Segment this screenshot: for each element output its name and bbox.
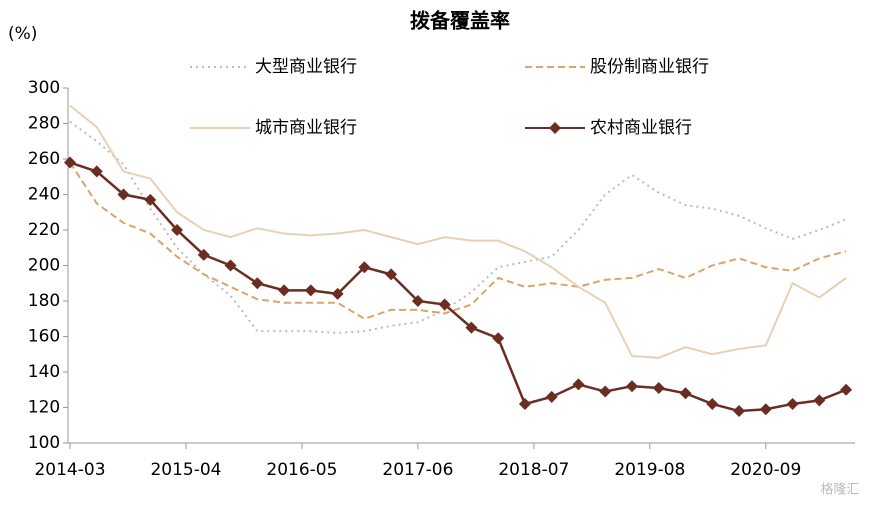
y-tick-label: 240: [28, 185, 60, 205]
data-point: [278, 284, 291, 297]
y-tick-label: 100: [28, 433, 60, 453]
data-point: [840, 383, 853, 396]
data-point: [117, 188, 130, 201]
data-point: [331, 287, 344, 300]
watermark: 格隆汇: [820, 482, 859, 498]
data-point: [786, 397, 799, 410]
chart-title: 拨备覆盖率: [410, 9, 510, 33]
data-point: [733, 405, 746, 418]
x-tick-label: 2014-03: [34, 460, 105, 480]
data-point: [90, 165, 103, 178]
series-line: [69, 120, 847, 334]
data-point: [492, 332, 505, 345]
data-point: [197, 248, 210, 261]
legend-label: 股份制商业银行: [590, 57, 709, 77]
data-point: [679, 387, 692, 400]
legend-label: 大型商业银行: [255, 57, 357, 77]
series-line: [69, 162, 847, 320]
data-point: [572, 378, 585, 391]
y-tick-label: 300: [28, 78, 60, 98]
legend-marker: [549, 122, 561, 134]
data-point: [144, 193, 157, 206]
data-point: [64, 156, 76, 169]
legend-label: 城市商业银行: [255, 118, 357, 138]
data-point: [545, 390, 558, 403]
y-axis-label: (%): [8, 24, 37, 44]
x-tick-label: 2016-05: [266, 460, 337, 480]
x-tick-label: 2017-06: [382, 460, 453, 480]
data-point: [813, 394, 826, 407]
x-tick-label: 2020-09: [730, 460, 801, 480]
y-tick-label: 160: [28, 327, 60, 347]
data-point: [358, 261, 371, 274]
data-point: [518, 397, 531, 410]
y-tick-label: 260: [28, 149, 60, 169]
data-point: [465, 321, 478, 334]
data-point: [599, 385, 612, 398]
y-tick-label: 120: [28, 398, 60, 418]
y-tick-label: 200: [28, 256, 60, 276]
data-point: [224, 259, 237, 272]
data-point: [411, 295, 424, 307]
legend-label: 农村商业银行: [590, 118, 692, 138]
data-point: [759, 403, 772, 416]
data-point: [171, 224, 184, 236]
data-point: [385, 268, 398, 281]
x-tick-label: 2015-04: [150, 460, 221, 480]
x-tick-label: 2019-08: [614, 460, 685, 480]
series-line: [69, 104, 847, 359]
y-tick-label: 140: [28, 362, 60, 382]
y-tick-label: 280: [28, 114, 60, 134]
data-point: [438, 298, 451, 311]
data-point: [652, 381, 665, 394]
data-point: [304, 284, 317, 297]
data-point: [625, 380, 638, 393]
y-tick-label: 180: [28, 291, 60, 311]
data-point: [251, 277, 264, 290]
x-tick-label: 2018-07: [498, 460, 569, 480]
y-tick-label: 220: [28, 220, 60, 240]
series-line: [69, 161, 847, 413]
data-point: [706, 397, 719, 410]
